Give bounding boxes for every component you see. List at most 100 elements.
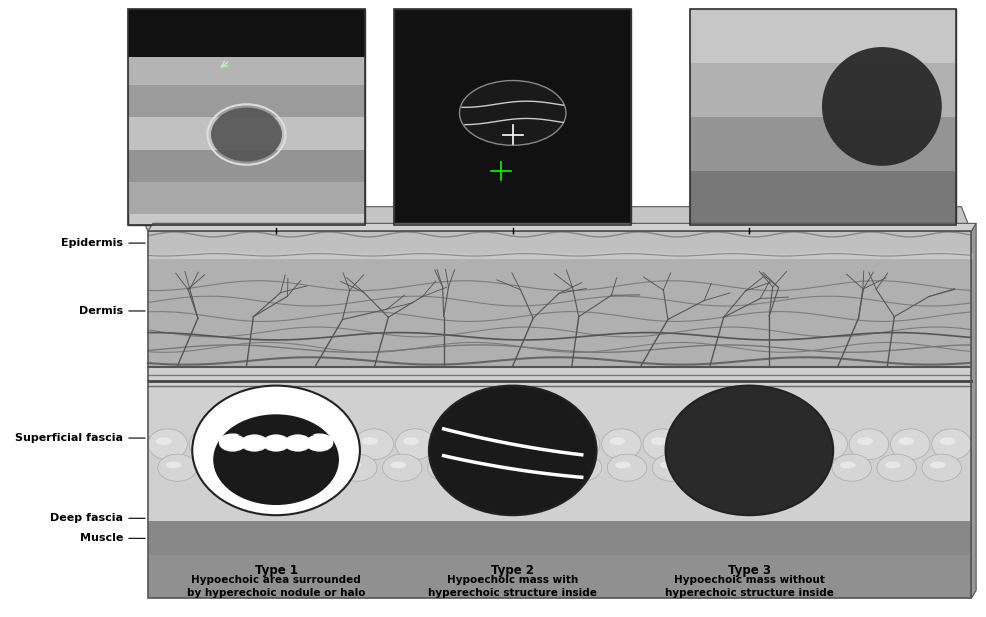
Ellipse shape (219, 434, 246, 452)
Bar (128, 9, 365, 57)
Ellipse shape (459, 81, 566, 146)
Ellipse shape (884, 462, 900, 468)
Ellipse shape (898, 437, 914, 445)
Ellipse shape (940, 437, 955, 445)
Ellipse shape (213, 415, 339, 505)
Ellipse shape (301, 462, 317, 468)
Ellipse shape (795, 462, 810, 468)
Ellipse shape (345, 462, 361, 468)
Ellipse shape (660, 462, 675, 468)
Ellipse shape (775, 437, 791, 445)
Ellipse shape (922, 454, 961, 481)
Text: Hypoechoic mass with
hyperechoic structure inside: Hypoechoic mass with hyperechoic structu… (428, 575, 598, 598)
Ellipse shape (429, 386, 597, 515)
Text: Deep fascia: Deep fascia (50, 513, 145, 523)
Ellipse shape (428, 454, 467, 481)
Ellipse shape (445, 437, 460, 445)
Ellipse shape (808, 429, 847, 460)
Text: Epidermis: Epidermis (61, 238, 145, 248)
Ellipse shape (562, 454, 601, 481)
Ellipse shape (255, 462, 271, 468)
Ellipse shape (166, 462, 181, 468)
Ellipse shape (609, 437, 625, 445)
Bar (394, 9, 631, 225)
Ellipse shape (486, 437, 502, 445)
Ellipse shape (750, 462, 766, 468)
Ellipse shape (262, 433, 290, 449)
Ellipse shape (560, 429, 599, 460)
Polygon shape (971, 223, 976, 598)
Ellipse shape (726, 429, 765, 460)
Ellipse shape (219, 433, 246, 449)
Ellipse shape (930, 462, 946, 468)
Ellipse shape (231, 429, 270, 460)
Bar (690, 9, 956, 64)
Ellipse shape (320, 437, 336, 445)
Bar (148, 521, 971, 555)
Ellipse shape (742, 454, 782, 481)
Ellipse shape (247, 454, 287, 481)
Bar (148, 231, 971, 598)
Ellipse shape (241, 433, 268, 449)
Ellipse shape (840, 462, 856, 468)
Ellipse shape (697, 454, 737, 481)
Ellipse shape (734, 437, 749, 445)
Ellipse shape (607, 454, 647, 481)
Ellipse shape (395, 429, 435, 460)
Bar (148, 555, 971, 598)
Ellipse shape (528, 437, 543, 445)
Bar (128, 117, 365, 150)
Ellipse shape (197, 437, 213, 445)
Text: Hypoechoic area surrounded
by hyperechoic nodule or halo: Hypoechoic area surrounded by hyperechoi… (186, 575, 366, 598)
Ellipse shape (787, 454, 826, 481)
Ellipse shape (767, 429, 807, 460)
Ellipse shape (526, 462, 541, 468)
Bar (128, 182, 365, 215)
Text: Dermis: Dermis (79, 306, 145, 316)
Ellipse shape (643, 429, 682, 460)
Text: Hypoechoic mass without
hyperechoic structure inside: Hypoechoic mass without hyperechoic stru… (665, 575, 834, 598)
Ellipse shape (877, 454, 916, 481)
Bar (128, 150, 365, 182)
Ellipse shape (651, 437, 667, 445)
Ellipse shape (822, 47, 942, 166)
Ellipse shape (518, 454, 557, 481)
Text: Type 2: Type 2 (491, 564, 534, 577)
Ellipse shape (362, 437, 378, 445)
Ellipse shape (692, 437, 708, 445)
Ellipse shape (478, 429, 518, 460)
Text: Superficial fascia: Superficial fascia (15, 433, 145, 443)
Polygon shape (138, 207, 971, 231)
Ellipse shape (262, 434, 290, 452)
Text: Muscle: Muscle (80, 533, 145, 544)
FancyBboxPatch shape (148, 231, 971, 255)
Ellipse shape (148, 429, 187, 460)
Ellipse shape (849, 429, 888, 460)
Ellipse shape (666, 386, 833, 515)
Ellipse shape (239, 437, 254, 445)
Ellipse shape (932, 429, 971, 460)
Ellipse shape (472, 454, 512, 481)
Bar (128, 57, 365, 85)
Ellipse shape (705, 462, 721, 468)
Ellipse shape (306, 434, 333, 452)
Bar (128, 9, 365, 225)
Ellipse shape (241, 434, 268, 452)
Bar (148, 367, 971, 521)
Bar (690, 9, 956, 225)
Bar (690, 171, 956, 225)
Ellipse shape (815, 437, 831, 445)
Ellipse shape (156, 437, 172, 445)
Ellipse shape (520, 429, 559, 460)
Ellipse shape (215, 427, 337, 499)
Ellipse shape (383, 454, 422, 481)
Ellipse shape (832, 454, 872, 481)
Ellipse shape (436, 462, 452, 468)
Bar (128, 9, 365, 225)
Polygon shape (148, 223, 976, 231)
Ellipse shape (354, 429, 393, 460)
Ellipse shape (211, 107, 282, 162)
Ellipse shape (272, 429, 312, 460)
Bar (394, 9, 631, 225)
Ellipse shape (684, 429, 724, 460)
